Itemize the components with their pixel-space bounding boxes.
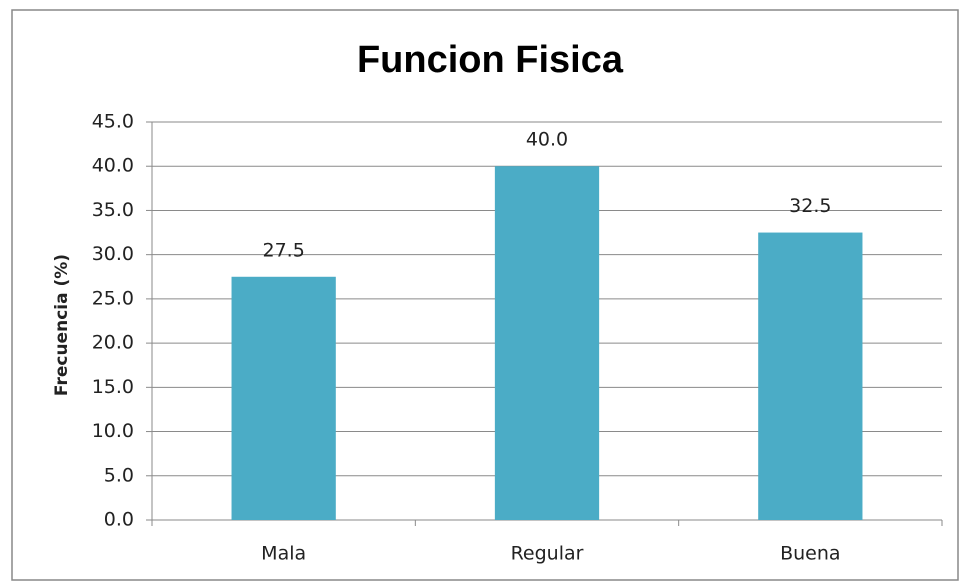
- y-tick-label: 40.0: [92, 155, 134, 177]
- y-tick-label: 45.0: [92, 111, 134, 133]
- data-label: 40.0: [526, 129, 568, 151]
- y-axis-label: Frecuencia (%): [52, 254, 72, 396]
- data-label: 32.5: [789, 195, 831, 217]
- y-tick-label: 20.0: [92, 332, 134, 354]
- bar: [231, 276, 336, 520]
- y-tick-label: 30.0: [92, 243, 134, 265]
- y-tick-label: 0.0: [104, 509, 134, 531]
- bar: [494, 166, 600, 520]
- chart-title: Funcion Fisica: [357, 39, 624, 81]
- y-tick-label: 25.0: [92, 287, 134, 309]
- data-label: 27.5: [263, 239, 305, 261]
- x-tick-label: Mala: [261, 543, 306, 565]
- y-tick-label: 5.0: [104, 464, 134, 486]
- y-tick-label: 15.0: [92, 376, 134, 398]
- x-tick-label: Buena: [780, 543, 840, 565]
- y-tick-label: 10.0: [92, 420, 134, 442]
- bar: [758, 232, 863, 521]
- y-tick-label: 35.0: [92, 199, 134, 221]
- x-tick-label: Regular: [511, 543, 584, 565]
